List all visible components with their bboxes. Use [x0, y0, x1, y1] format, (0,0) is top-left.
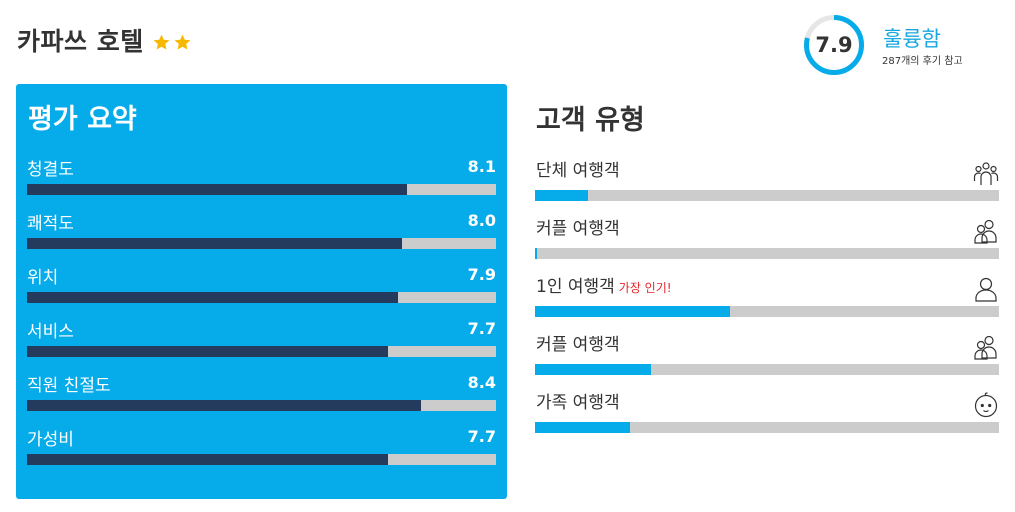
hotel-header: 카파쓰 호텔 [17, 22, 194, 58]
metric-value: 7.7 [467, 319, 496, 338]
guest-type-couple: 커플 여행객 [535, 330, 999, 386]
person-icon [975, 277, 997, 302]
guest-type-bar [535, 364, 999, 375]
guest-type-bar-fill [535, 190, 589, 201]
guest-type-label: 1인 여행객 가장 인기! [536, 272, 672, 297]
review-count: 287개의 후기 참고 [882, 56, 963, 67]
guest-type-name: 1인 여행객 [536, 277, 615, 297]
guest-type-name: 단체 여행객 [536, 161, 620, 181]
guest-type-bar [535, 306, 999, 317]
guest-type-name: 커플 여행객 [536, 219, 620, 239]
metric-label: 직원 친절도 [27, 376, 111, 396]
guest-type-bar [535, 422, 999, 433]
guest-type-family: 가족 여행객 [535, 388, 999, 444]
metric-bar-fill [27, 292, 398, 303]
metric-comfort: 쾌적도 8.0 [27, 209, 496, 253]
guest-type-label: 커플 여행객 [536, 214, 624, 239]
group-icon [973, 162, 999, 185]
metric-service: 서비스 7.7 [27, 317, 496, 361]
metric-label: 서비스 [27, 322, 74, 342]
metric-staff: 직원 친절도 8.4 [27, 371, 496, 415]
metric-value: 8.1 [467, 157, 496, 176]
metric-bar [27, 238, 496, 249]
guest-type-label: 가족 여행객 [536, 388, 624, 413]
metric-bar [27, 346, 496, 357]
metric-bar-fill [27, 238, 403, 249]
metric-bar-fill [27, 184, 407, 195]
guest-type-bar-fill [535, 422, 631, 433]
star-rating [152, 33, 194, 52]
metric-bar [27, 454, 496, 465]
popular-badge: 가장 인기! [618, 281, 672, 295]
metric-value: 8.4 [467, 373, 496, 392]
guest-type-solo: 1인 여행객 가장 인기! [535, 272, 999, 328]
score-rating-word: 훌륭함 [883, 27, 941, 51]
metric-value-for-money: 가성비 7.7 [27, 425, 496, 469]
rating-summary-title: 평가 요약 [28, 104, 137, 135]
guest-type-name: 가족 여행객 [536, 393, 620, 413]
guest-type-couple: 커플 여행객 [535, 214, 999, 270]
metric-bar [27, 400, 496, 411]
guest-type-bar-fill [535, 248, 538, 259]
guest-type-bar [535, 248, 999, 259]
rating-summary-panel: 평가 요약 청결도 8.1 쾌적도 8.0 위치 7.9 서비스 7.7 직원 … [16, 84, 507, 499]
overall-score: 7.9 훌륭함 287개의 후기 참고 [803, 14, 1008, 80]
metric-location: 위치 7.9 [27, 263, 496, 307]
metric-value: 8.0 [467, 211, 496, 230]
guest-type-label: 단체 여행객 [536, 156, 624, 181]
guest-type-label: 커플 여행객 [536, 330, 624, 355]
metric-label: 위치 [27, 268, 59, 288]
metric-bar [27, 184, 496, 195]
metric-cleanliness: 청결도 8.1 [27, 155, 496, 199]
score-ring [804, 15, 864, 75]
score-value: 7.9 [815, 33, 853, 57]
metric-label: 가성비 [27, 430, 74, 450]
baby-icon [974, 392, 998, 418]
guest-type-bar-fill [535, 306, 730, 317]
couple-icon [974, 219, 997, 244]
guest-type-group: 단체 여행객 [535, 156, 999, 212]
metric-label: 쾌적도 [27, 214, 74, 234]
guest-type-section: 고객 유형 단체 여행객 커플 여행객 1인 여행객 가장 인기! 커플 여행객 [535, 84, 999, 444]
hotel-name: 카파쓰 호텔 [17, 27, 144, 56]
metric-bar-fill [27, 454, 389, 465]
metric-bar [27, 292, 496, 303]
star-icon [174, 34, 191, 50]
guest-type-name: 커플 여행객 [536, 335, 620, 355]
guest-type-bar-fill [535, 364, 651, 375]
couple-icon [974, 335, 997, 360]
metric-bar-fill [27, 346, 389, 357]
guest-type-title: 고객 유형 [536, 105, 645, 136]
metric-value: 7.9 [467, 265, 496, 284]
metric-label: 청결도 [27, 160, 74, 180]
guest-type-bar [535, 190, 999, 201]
star-icon [153, 34, 170, 50]
metric-bar-fill [27, 400, 421, 411]
metric-value: 7.7 [467, 427, 496, 446]
